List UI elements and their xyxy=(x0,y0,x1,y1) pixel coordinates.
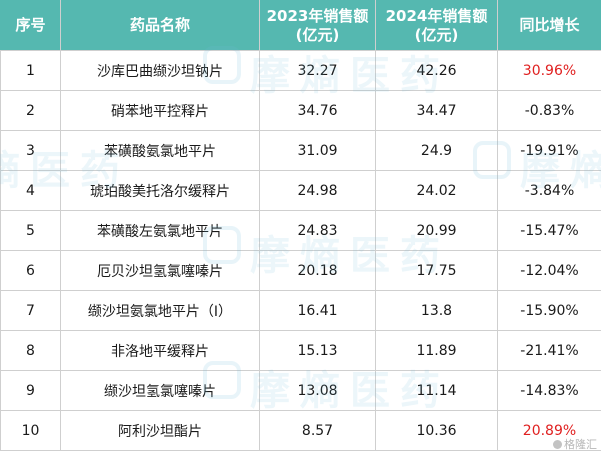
table-row: 4 琥珀酸美托洛尔缓释片 24.98 24.02 -3.84% xyxy=(0,170,601,211)
cell-sales-2024: 13.8 xyxy=(375,290,498,331)
table-row: 8 非洛地平缓释片 15.13 11.89 -21.41% xyxy=(0,330,601,371)
cell-sales-2023: 13.08 xyxy=(259,370,376,411)
watermark-text: 摩熵医药 xyxy=(250,53,450,99)
cell-sales-2023: 31.09 xyxy=(259,130,376,171)
cell-sales-2023: 16.41 xyxy=(259,290,376,331)
table-body: 1 沙库巴曲缬沙坦钠片 32.27 42.26 30.96% 2 硝苯地平控释片 34.76 3… xyxy=(0,50,601,451)
cell-index: 1 xyxy=(0,50,61,91)
cell-drug-name: 缬沙坦氢氯噻嗪片 xyxy=(60,370,260,411)
cell-sales-2023: 24.98 xyxy=(259,170,376,211)
cell-index: 2 xyxy=(0,90,61,131)
cell-yoy-growth: 20.89% xyxy=(497,410,601,451)
table-row: 2 硝苯地平控释片 34.76 34.47 -0.83% xyxy=(0,90,601,131)
cell-drug-name: 非洛地平缓释片 xyxy=(60,330,260,371)
table-row: 10 阿利沙坦酯片 8.57 10.36 20.89% xyxy=(0,410,601,451)
cell-drug-name: 硝苯地平控释片 xyxy=(60,90,260,131)
header-sales-2024: 2024年销售额 (亿元) xyxy=(375,0,498,51)
cell-yoy-growth: -0.83% xyxy=(497,90,601,131)
cell-index: 9 xyxy=(0,370,61,411)
cell-yoy-growth: 30.96% xyxy=(497,50,601,91)
table-row: 1 沙库巴曲缬沙坦钠片 32.27 42.26 30.96% xyxy=(0,50,601,91)
cell-yoy-growth: -12.04% xyxy=(497,250,601,291)
cell-index: 8 xyxy=(0,330,61,371)
table-header-row: 序号 药品名称 2023年销售额 (亿元) 2024年销售额 (亿元) 同比增长 xyxy=(0,0,601,51)
header-drug-name: 药品名称 xyxy=(60,0,260,51)
table-row: 7 缬沙坦氨氯地平片（Ⅰ） 16.41 13.8 -15.90% xyxy=(0,290,601,331)
cell-yoy-growth: -21.41% xyxy=(497,330,601,371)
cell-drug-name: 琥珀酸美托洛尔缓释片 xyxy=(60,170,260,211)
cell-yoy-growth: -14.83% xyxy=(497,370,601,411)
cell-index: 10 xyxy=(0,410,61,451)
corner-logo-text: 格隆汇 xyxy=(564,438,597,451)
logo-dot-icon xyxy=(553,440,562,449)
cell-sales-2024: 17.75 xyxy=(375,250,498,291)
cell-drug-name: 阿利沙坦酯片 xyxy=(60,410,260,451)
cell-drug-name: 缬沙坦氨氯地平片（Ⅰ） xyxy=(60,290,260,331)
cell-drug-name: 沙库巴曲缬沙坦钠片 xyxy=(60,50,260,91)
cell-sales-2024: 24.02 xyxy=(375,170,498,211)
cell-yoy-growth: -3.84% xyxy=(497,170,601,211)
watermark-logo-icon xyxy=(203,361,241,399)
cell-sales-2024: 11.14 xyxy=(375,370,498,411)
cell-sales-2024: 42.26 xyxy=(375,50,498,91)
header-yoy-growth: 同比增长 xyxy=(497,0,601,51)
cell-index: 5 xyxy=(0,210,61,251)
cell-sales-2023: 20.18 xyxy=(259,250,376,291)
cell-yoy-growth: -15.90% xyxy=(497,290,601,331)
cell-yoy-growth: -15.47% xyxy=(497,210,601,251)
watermark-text: 摩熵医药 xyxy=(0,148,130,194)
watermark-text: 摩熵医药 xyxy=(250,368,450,414)
cell-sales-2024: 20.99 xyxy=(375,210,498,251)
cell-sales-2023: 34.76 xyxy=(259,90,376,131)
watermark-logo-icon xyxy=(203,226,241,264)
watermark-text: 摩熵医药 xyxy=(250,233,450,279)
cell-index: 6 xyxy=(0,250,61,291)
table-row: 5 苯磺酸左氨氯地平片 24.83 20.99 -15.47% xyxy=(0,210,601,251)
cell-sales-2024: 34.47 xyxy=(375,90,498,131)
header-index: 序号 xyxy=(0,0,61,51)
table-row: 9 缬沙坦氢氯噻嗪片 13.08 11.14 -14.83% xyxy=(0,370,601,411)
watermark-text: 摩熵医药 xyxy=(520,148,601,194)
cell-sales-2023: 8.57 xyxy=(259,410,376,451)
cell-index: 7 xyxy=(0,290,61,331)
cell-drug-name: 苯磺酸氨氯地平片 xyxy=(60,130,260,171)
watermark-logo-icon xyxy=(203,46,241,84)
watermark-logo-icon xyxy=(473,141,511,179)
table-row: 6 厄贝沙坦氢氯噻嗪片 20.18 17.75 -12.04% xyxy=(0,250,601,291)
cell-sales-2024: 10.36 xyxy=(375,410,498,451)
cell-sales-2024: 11.89 xyxy=(375,330,498,371)
corner-logo: 格隆汇 xyxy=(553,436,597,452)
